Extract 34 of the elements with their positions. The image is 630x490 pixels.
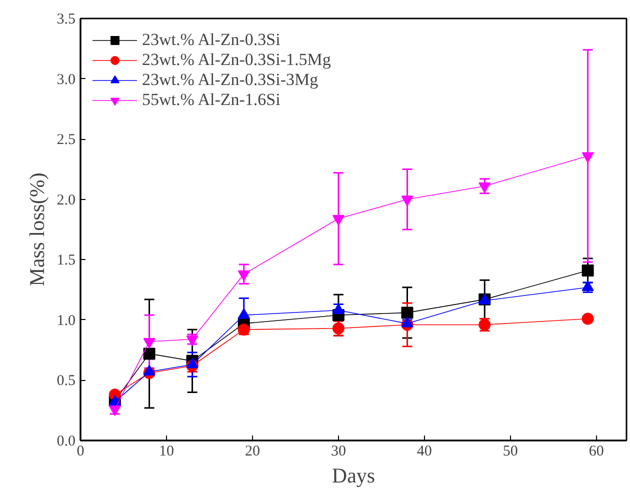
point — [186, 358, 198, 368]
point — [582, 312, 594, 325]
point — [143, 338, 156, 348]
x-tick-label: 20 — [244, 444, 260, 460]
x-axis-title: Days — [332, 464, 376, 488]
x-tick-label: 50 — [502, 444, 518, 460]
x-tick-label: 10 — [158, 444, 174, 460]
point — [143, 364, 156, 376]
y-tick-label: 0.5 — [56, 373, 76, 390]
legend-label: 55wt.% Al-Zn-1.6Si — [142, 90, 280, 110]
point — [582, 152, 594, 163]
legend-label: 23wt.% Al-Zn-0.3Si — [142, 30, 280, 50]
point — [143, 348, 156, 360]
legend-label: 23wt.% Al-Zn-0.3Si-1.5Mg — [142, 50, 331, 70]
y-axis-title: Mass loss(%) — [24, 172, 49, 286]
point — [401, 196, 414, 206]
point — [478, 182, 491, 193]
x-tick-label: 0 — [76, 444, 84, 460]
x-tick-label: 40 — [416, 444, 432, 460]
y-tick-label: 0.0 — [56, 434, 76, 450]
y-tick-label: 1.0 — [56, 312, 76, 329]
point — [332, 214, 344, 226]
point — [238, 270, 250, 281]
point — [582, 264, 594, 276]
y-tick-label: 1.5 — [56, 252, 76, 269]
x-tick-label: 60 — [588, 444, 604, 460]
y-tick-label: 2.0 — [56, 192, 76, 208]
point — [401, 306, 414, 319]
y-tick-label: 2.5 — [56, 132, 76, 148]
y-tick-label: 3.0 — [56, 72, 76, 88]
y-tick-label: 3.5 — [56, 12, 76, 28]
legend-label: 23wt.% Al-Zn-0.3Si-3Mg — [142, 70, 318, 90]
x-tick-label: 30 — [330, 444, 346, 460]
point — [238, 324, 250, 336]
